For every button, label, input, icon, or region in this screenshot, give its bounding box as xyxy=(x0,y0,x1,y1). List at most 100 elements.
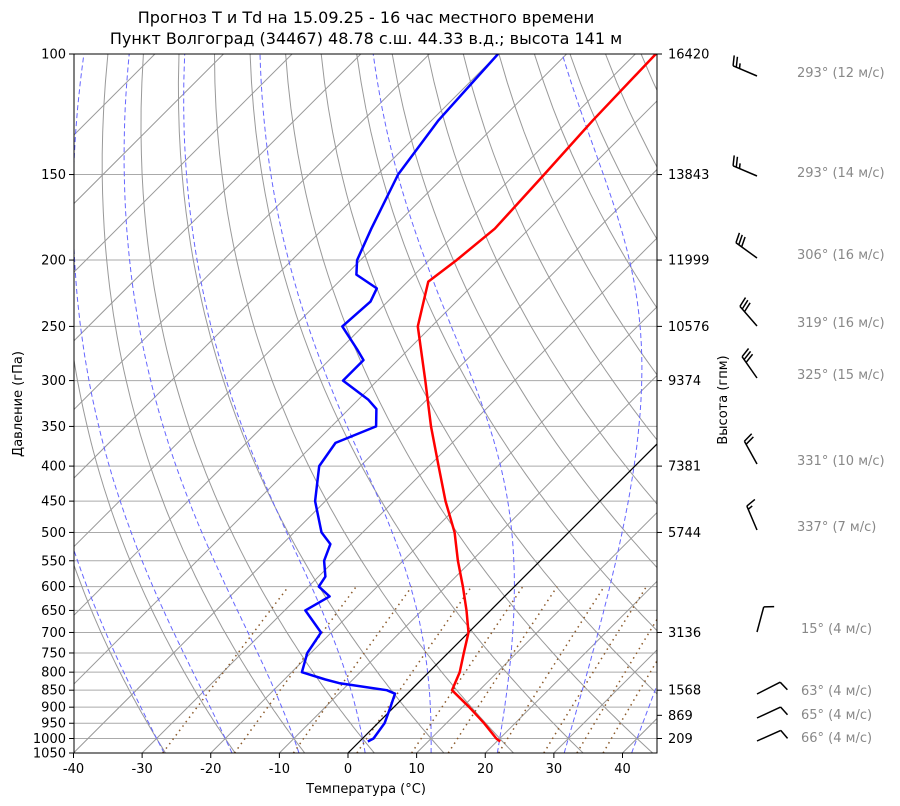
isotherm xyxy=(416,511,657,753)
dry-adiabat xyxy=(712,54,900,753)
wind-barb-half xyxy=(738,163,741,169)
mixing-ratio-line xyxy=(162,586,289,753)
wind-barb-flag xyxy=(732,155,735,166)
isotherm xyxy=(74,54,224,205)
wind-label: 66° (4 м/с) xyxy=(801,731,872,746)
moist-adiabat xyxy=(561,54,643,753)
height-tick-label: 13843 xyxy=(668,168,709,183)
isotherm xyxy=(622,717,657,753)
y-tick-label: 250 xyxy=(41,320,66,335)
wind-barb-flag xyxy=(741,299,749,310)
y-tick-label: 450 xyxy=(41,495,66,510)
y-tick-label: 600 xyxy=(41,580,66,595)
wind-barb-half xyxy=(747,505,753,510)
wind-label: 63° (4 м/с) xyxy=(801,684,872,699)
x-tick-label: 40 xyxy=(614,762,631,777)
dry-adiabat xyxy=(285,54,654,753)
dry-adiabat xyxy=(140,54,375,753)
height-tick-label: 3136 xyxy=(668,626,701,641)
temperature-profile-line xyxy=(416,54,657,743)
y-tick-label: 500 xyxy=(41,526,66,541)
wind-barb-flag xyxy=(743,350,752,361)
height-tick-label: 11999 xyxy=(668,254,709,269)
x-tick-label: -10 xyxy=(269,762,290,777)
dry-adiabat xyxy=(748,54,900,753)
y-tick-label: 900 xyxy=(41,701,66,716)
dry-adiabat xyxy=(320,54,657,695)
isotherm xyxy=(74,54,362,342)
wind-label: 331° (10 м/с) xyxy=(797,454,885,469)
wind-barb-flag xyxy=(780,706,789,716)
wind-barb-flag xyxy=(745,353,754,363)
wind-barb-flag xyxy=(740,236,746,248)
wind-label: 15° (4 м/с) xyxy=(801,622,872,637)
wind-barb-shaft xyxy=(732,165,758,177)
dry-adiabat xyxy=(101,54,306,753)
mixing-ratio-line xyxy=(233,586,357,753)
wind-barb-flag xyxy=(739,297,747,307)
plot-area xyxy=(74,54,900,753)
mixing-ratio-line xyxy=(602,659,657,753)
wind-barb-flag xyxy=(735,232,741,243)
y-tick-label: 150 xyxy=(41,168,66,183)
wind-barb-shaft xyxy=(756,706,781,719)
moist-adiabat xyxy=(74,54,233,753)
wind-barb-flag xyxy=(732,55,735,66)
x-tick-label: -20 xyxy=(200,762,221,777)
mixing-ratio-line xyxy=(356,586,473,753)
chart-title-line1: Прогноз T и Td на 15.09.25 - 16 час мест… xyxy=(137,8,595,27)
isotherm xyxy=(74,54,636,616)
y-axis-label: Давление (гПа) xyxy=(11,351,26,457)
wind-barb-flag xyxy=(735,56,739,68)
x-tick-label: 20 xyxy=(477,762,494,777)
y-tick-label: 100 xyxy=(41,48,66,63)
height-tick-label: 1568 xyxy=(668,684,701,699)
wind-barb-shaft xyxy=(732,65,758,77)
dewpoint-profile-line xyxy=(300,54,499,743)
wind-barb-flag xyxy=(779,681,788,691)
wind-barb-flag xyxy=(738,234,743,246)
isotherm xyxy=(74,54,430,411)
dry-adiabat xyxy=(74,356,236,753)
dry-adiabat xyxy=(819,54,900,753)
isotherm xyxy=(74,54,499,479)
wind-label: 293° (14 м/с) xyxy=(797,166,885,181)
y-tick-label: 350 xyxy=(41,420,66,435)
moist-adiabat xyxy=(259,54,432,753)
y-tick-label: 800 xyxy=(41,666,66,681)
height-tick-label: 10576 xyxy=(668,320,709,335)
wind-barb-flag xyxy=(743,433,753,442)
wind-barb-shaft xyxy=(756,681,781,695)
wind-label: 325° (15 м/с) xyxy=(797,368,885,383)
moist-adiabat xyxy=(123,54,300,753)
moist-adiabat xyxy=(183,54,366,753)
plot-frame xyxy=(73,53,658,754)
dry-adiabat xyxy=(569,54,657,241)
wind-barb-flag xyxy=(735,156,739,168)
wind-barb-shaft xyxy=(746,505,758,531)
isotherm xyxy=(484,580,657,753)
x-axis-label: Температура (°C) xyxy=(305,782,426,797)
wind-label: 65° (4 м/с) xyxy=(801,708,872,723)
y-tick-label: 650 xyxy=(41,604,66,619)
isotherm xyxy=(74,54,567,548)
x-tick-label: 10 xyxy=(408,762,425,777)
dry-adiabat xyxy=(356,54,657,632)
wind-barb-flag xyxy=(746,498,756,507)
height-tick-label: 9374 xyxy=(668,374,701,389)
dry-adiabat xyxy=(854,54,900,753)
moist-adiabat xyxy=(74,548,165,753)
dry-adiabat xyxy=(177,54,445,753)
wind-label: 337° (7 м/с) xyxy=(797,520,876,535)
wind-barb-shaft xyxy=(739,305,758,327)
dry-adiabat xyxy=(498,54,657,376)
moist-adiabat xyxy=(631,683,657,753)
wind-barb-shaft xyxy=(756,729,782,742)
wind-barb-flag xyxy=(745,436,754,445)
isotherm xyxy=(74,54,293,273)
wind-barb-half xyxy=(738,63,741,69)
wind-barb-flag xyxy=(743,302,751,313)
dry-adiabat xyxy=(462,54,657,441)
height-tick-label: 16420 xyxy=(668,48,709,63)
y-tick-label: 550 xyxy=(41,554,66,569)
